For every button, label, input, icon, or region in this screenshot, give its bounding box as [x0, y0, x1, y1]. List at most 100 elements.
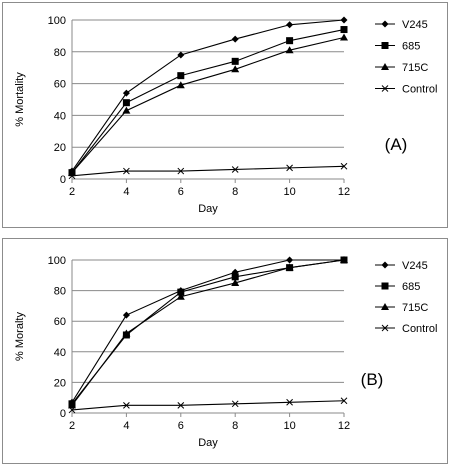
chart-a-series-line-control [71, 165, 345, 177]
chart-a-point-685 [340, 26, 348, 34]
chart-a-point-control [68, 172, 76, 180]
chart-a-point-v245 [122, 89, 130, 97]
chart-b-point-control [123, 401, 130, 409]
chart-b-x-axis-title: Day [198, 437, 218, 449]
chart-b-point-715c [68, 401, 76, 409]
chart-b-series-685 [68, 256, 348, 408]
chart-a-series-line-v245 [71, 19, 345, 172]
chart-a-series-715c [68, 33, 348, 176]
chart-b-point-715c [231, 278, 240, 286]
chart-a-point-control [231, 166, 239, 173]
chart-b-legend-marker-v245 [381, 261, 389, 269]
chart-a-point-control [340, 162, 348, 170]
chart-b-point-control [340, 397, 348, 405]
chart-b-panel-label: (B) [361, 370, 384, 389]
chart-b-point-685 [177, 288, 185, 296]
chart-a-legend-label-685: 685 [402, 41, 420, 53]
chart-a-x-tick-label: 2 [69, 186, 75, 198]
chart-b-y-axis-title: % Moralty [14, 312, 26, 361]
chart-b-point-v245 [122, 311, 130, 319]
chart-a-series-control [68, 162, 348, 180]
chart-b-legend-marker-715c [381, 303, 389, 310]
chart-a-y-tick-label: 60 [54, 79, 66, 91]
chart-a-series-v245 [68, 16, 348, 175]
chart-b-series-v245 [68, 256, 348, 406]
chart-a-y-tick-label: 40 [54, 110, 66, 122]
chart-a-legend: V245 685 715C Control [375, 19, 437, 96]
chart-a-y-tick-label: 100 [48, 15, 66, 27]
chart-b-x-tick-label: 2 [69, 420, 75, 432]
chart-a-y-tick-label: 20 [54, 142, 66, 154]
chart-b-legend-marker-control [381, 324, 389, 332]
chart-panel-a: 0 20 40 60 80 100 2 4 6 8 10 12 Day % Mortality V245 68… [2, 2, 448, 228]
chart-b-svg: 0 20 40 60 80 100 2 4 6 8 10 12 Day % Moralty V245 685 7… [14, 255, 437, 449]
chart-a-point-control [123, 167, 130, 175]
chart-b-point-715c [122, 329, 131, 337]
chart-b-legend-item-685: 685 [375, 281, 420, 293]
chart-a-legend-item-685: 685 [375, 41, 420, 53]
chart-b-legend-label-715c: 715C [402, 302, 428, 314]
chart-a-point-v245 [177, 51, 185, 59]
chart-a-point-control [177, 167, 185, 175]
chart-a-legend-item-control: Control [375, 84, 437, 96]
chart-a-point-715c [122, 106, 131, 114]
chart-a-point-685 [286, 37, 294, 45]
chart-b-y-tick-label: 40 [54, 347, 66, 359]
chart-a-x-tick-label: 8 [232, 186, 238, 198]
chart-a-legend-item-715c: 715C [375, 62, 428, 74]
chart-a-x-tick-label: 10 [283, 186, 295, 198]
chart-b-x-tick-label: 10 [283, 420, 295, 432]
chart-a-point-v245 [340, 16, 348, 24]
chart-a-legend-label-715c: 715C [402, 62, 428, 74]
chart-b-y-tick-label: 0 [60, 408, 66, 420]
chart-a-x-tick-label: 12 [338, 186, 350, 198]
chart-a-point-715c [176, 81, 185, 89]
chart-a-x-tick-label: 6 [178, 186, 184, 198]
chart-a-point-685 [231, 57, 239, 65]
chart-b-point-685 [231, 273, 239, 281]
chart-a-legend-marker-control [381, 85, 389, 92]
chart-b-y-tick-label: 20 [54, 377, 66, 389]
chart-b-legend: V245 685 715C Control [375, 260, 437, 335]
chart-b-point-715c [176, 292, 185, 300]
chart-b-point-control [68, 406, 76, 414]
chart-a-series-line-715c [71, 36, 345, 174]
chart-a-legend-marker-v245 [381, 20, 389, 28]
chart-b-y-tick-label: 80 [54, 286, 66, 298]
chart-b-series-715c [68, 256, 348, 409]
chart-a-legend-label-v245: V245 [402, 19, 428, 31]
chart-b-x-tick-label: 12 [338, 420, 350, 432]
chart-a-y-axis-title: % Mortality [14, 72, 26, 127]
chart-a-legend-marker-685 [381, 42, 389, 49]
chart-b-point-715c [340, 256, 348, 263]
chart-b-x-tick-label: 8 [232, 420, 238, 432]
chart-a-point-715c [285, 46, 294, 54]
chart-a-x-axis-title: Day [198, 203, 218, 215]
chart-b-point-control [177, 401, 185, 409]
chart-b-legend-label-685: 685 [402, 281, 420, 293]
chart-b-point-control [231, 400, 239, 408]
chart-a-legend-marker-715c [381, 63, 389, 70]
chart-a-point-v245 [231, 35, 239, 43]
chart-b-legend-item-v245: V245 [375, 260, 428, 272]
chart-b-x-tick-label: 6 [178, 420, 184, 432]
chart-b-point-715c [285, 263, 294, 271]
chart-b-legend-marker-685 [381, 282, 389, 290]
chart-b-legend-item-715c: 715C [375, 302, 428, 314]
chart-b-y-tick-label: 60 [54, 316, 66, 328]
chart-a-y-tick-label: 0 [60, 174, 66, 186]
chart-a-point-715c [340, 33, 348, 41]
chart-a-panel-label: (A) [385, 135, 408, 154]
chart-a-legend-label-control: Control [402, 84, 437, 96]
chart-b-y-tick-label: 100 [48, 255, 66, 267]
chart-a-x-tick-label: 4 [123, 186, 129, 198]
chart-b-series-line-v245 [71, 259, 344, 403]
chart-a-point-v245 [286, 21, 294, 29]
chart-b-x-tick-label: 4 [123, 420, 129, 432]
chart-a-series-685 [68, 26, 348, 177]
chart-b-legend-label-control: Control [402, 323, 437, 335]
chart-b-series-line-control [71, 400, 345, 411]
chart-a-point-685 [177, 72, 185, 80]
chart-b-point-v245 [286, 256, 294, 264]
chart-b-series-control [68, 397, 348, 414]
